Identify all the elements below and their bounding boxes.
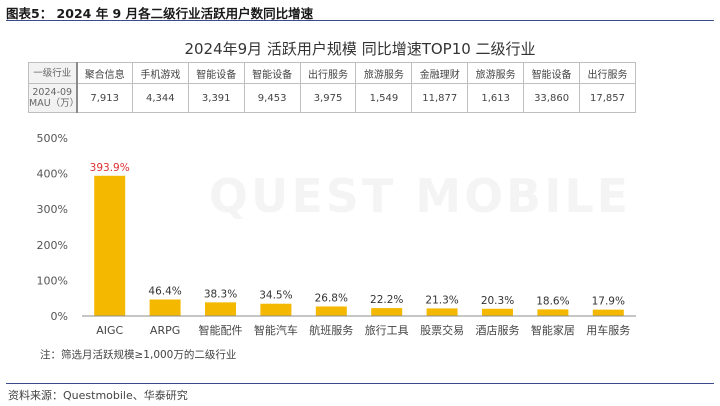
x-tick-label: 酒店服务 [476,323,520,337]
bar [537,309,569,316]
data-label: 393.9% [90,162,130,174]
figure-title: 图表5： 2024 年 9 月各二级行业活跃用户数同比增速 [6,6,314,21]
bar [592,309,624,316]
x-tick-label: 股票交易 [420,323,464,337]
watermark-text: QUEST MOBILE [209,169,631,223]
chart-title: 2024年9月 活跃用户规模 同比增速TOP10 二级行业 [184,40,536,58]
x-tick-label: 智能汽车 [254,323,298,337]
mau-table: 一级行业 聚合信息 手机游戏 智能设备 智能设备 出行服务 旅游服务 金融理财 … [28,62,636,113]
bar [426,308,458,316]
mau-cell: 11,877 [411,83,469,113]
y-tick-label: 0% [51,310,68,323]
x-tick-label: 航班服务 [309,323,353,337]
bar [482,308,513,316]
y-tick-label: 400% [37,168,68,181]
top-rule [6,20,714,21]
data-label: 26.8% [315,292,348,304]
mau-cell: 17,857 [579,83,636,113]
data-label: 21.3% [425,294,458,306]
mau-header: 2024-09 MAU（万） [28,83,78,113]
bar [94,175,126,316]
mau-cell: 33,860 [523,83,581,113]
x-tick-label: AIGC [96,324,123,337]
mau-cell: 3,975 [299,83,357,113]
y-axis: 0% 100% 200% 300% 400% 500% [37,132,68,323]
data-label: 17.9% [592,296,625,308]
mau-header-line1: 2024-09 [32,87,73,98]
bar [205,302,236,316]
x-tick-label: 用车服务 [586,323,630,337]
bar [371,308,403,316]
y-tick-label: 200% [37,239,68,252]
x-tick-label: 智能家居 [531,323,575,337]
data-label: 20.3% [481,295,514,307]
mau-cell: 1,613 [467,83,525,113]
y-tick-label: 500% [37,132,68,145]
data-label: 18.6% [536,295,569,307]
data-label: 38.3% [204,288,237,300]
bar [260,303,292,316]
mau-cell: 4,344 [131,83,189,113]
data-label: 46.4% [148,285,181,297]
mau-cell: 1,549 [355,83,413,113]
footnote: 注：筛选月活跃规模≥1,000万的二级行业 [40,349,237,361]
mau-header-line2: MAU（万） [29,98,77,109]
y-tick-label: 300% [37,203,68,216]
data-label: 22.2% [370,294,403,306]
mau-row: 2024-09 MAU（万） 7,913 4,344 3,391 9,453 3… [28,83,636,113]
x-axis: AIGC ARPG 智能配件 智能汽车 航班服务 旅行工具 股票交易 酒店服务 智能家居 用车服务 [82,315,636,337]
x-tick-label: 旅行工具 [365,323,409,337]
y-tick-label: 100% [37,274,68,287]
mau-cell: 3,391 [187,83,245,113]
data-label: 34.5% [259,290,292,302]
bars: 393.9% 46.4% 38.3% 34.5% 26.8% 22.2% 21.3% 20.3… [90,162,625,316]
industry-header: 一级行业 [28,62,78,84]
source-text: 资料来源：Questmobile、华泰研究 [8,389,188,402]
mau-cell: 9,453 [243,83,301,113]
bar [149,299,181,316]
bar [315,306,347,316]
x-tick-label: 智能配件 [199,323,243,337]
bottom-rule [6,383,714,384]
x-tick-label: ARPG [150,324,180,337]
